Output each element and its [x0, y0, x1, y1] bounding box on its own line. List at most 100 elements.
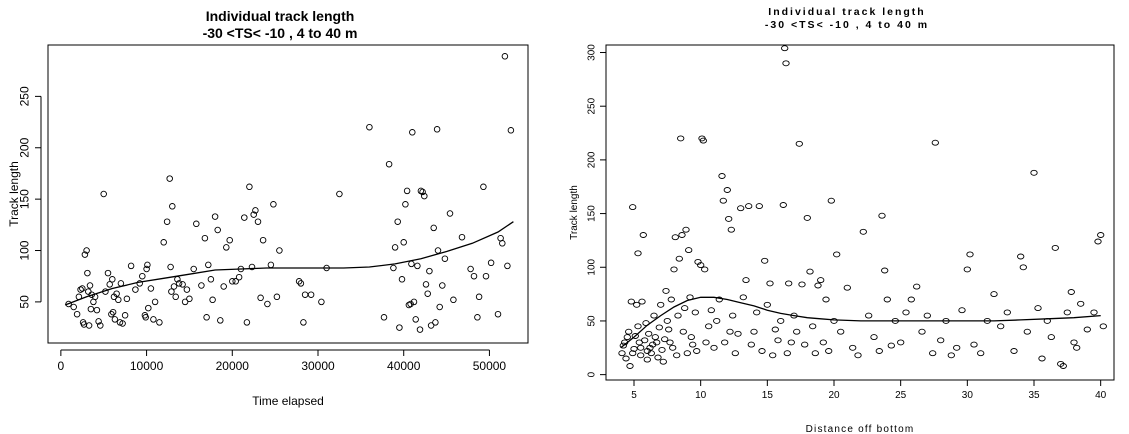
- scatter-point: [721, 339, 729, 346]
- scatter-point: [662, 287, 670, 294]
- tick-layer: 5 10 15 20 25 30 35 40 0 50 100 150 200 250 300: [587, 44, 1107, 401]
- scatter-point: [679, 328, 687, 335]
- scatter-point: [254, 218, 262, 225]
- x-tick-label: 30: [962, 390, 974, 401]
- scatter-point: [77, 286, 84, 293]
- scatter-point: [854, 352, 862, 359]
- scatter-point: [781, 45, 789, 52]
- scatter-point: [276, 247, 283, 254]
- scatter-point: [151, 298, 159, 306]
- scatter-point: [654, 354, 662, 361]
- chart-right: Individual track length -30 <TS< -10 , 4…: [565, 0, 1129, 434]
- chart-title: Individual track length -30 <TS< -10 , 4…: [565, 6, 1129, 32]
- scatter-point: [809, 323, 817, 330]
- scatter-point: [819, 339, 827, 346]
- scatter-point: [175, 280, 183, 287]
- y-tick-label: 250: [587, 97, 598, 114]
- x-tick-label: 20000: [216, 359, 250, 373]
- scatter-point: [674, 312, 682, 319]
- scatter-point: [434, 247, 442, 254]
- y-tick-label: 300: [587, 44, 598, 61]
- scatter-point: [713, 317, 721, 324]
- scatter-point: [785, 280, 793, 287]
- scatter-point: [739, 294, 747, 301]
- scatter-point: [937, 337, 945, 344]
- scatter-point: [669, 344, 677, 351]
- scatter-point: [997, 323, 1005, 330]
- scatter-point: [143, 265, 150, 273]
- scatter-point: [414, 262, 421, 270]
- scatter-point: [897, 339, 905, 346]
- scatter-point: [1034, 305, 1042, 312]
- scatter-point: [631, 333, 639, 339]
- scatter-point: [793, 328, 801, 335]
- scatter-point: [144, 261, 151, 269]
- scatter-point: [753, 309, 761, 316]
- scatter-point: [390, 264, 397, 272]
- chart-title-line-1: Individual track length: [205, 8, 355, 24]
- scatter-point: [97, 322, 104, 329]
- chart-title-line-2: -30 <TS< -10 , 4 to 40 m: [202, 25, 358, 41]
- scatter-point: [109, 276, 116, 283]
- scatter-point: [201, 234, 209, 242]
- scatter-point: [670, 266, 678, 273]
- scatter-point: [707, 307, 715, 314]
- scatter-point: [391, 244, 399, 251]
- scatter-point: [235, 273, 243, 281]
- scatter-point: [398, 276, 406, 283]
- scatter-point: [947, 352, 955, 359]
- scatter-point: [682, 226, 690, 233]
- scatter-point: [318, 298, 325, 306]
- scatter-point: [205, 261, 212, 269]
- scatter-point: [273, 293, 281, 301]
- scatter-point: [685, 247, 693, 254]
- scatter-point: [1030, 169, 1038, 176]
- scatter-point: [827, 197, 835, 204]
- scatter-point: [902, 309, 910, 316]
- scatter-point: [241, 214, 248, 221]
- scatter-point: [723, 187, 731, 193]
- scatter-point: [665, 326, 673, 333]
- scatter-point: [825, 348, 833, 354]
- scatter-point: [849, 344, 857, 351]
- scatter-point: [729, 312, 737, 319]
- scatter-point: [507, 127, 515, 134]
- scatter-point: [990, 291, 998, 298]
- scatter-point: [742, 277, 750, 284]
- scatter-point: [412, 316, 419, 323]
- scatter-point: [618, 350, 626, 357]
- scatter-point: [70, 303, 77, 311]
- scatter-point: [913, 283, 921, 290]
- scatter-point: [198, 282, 205, 289]
- scatter-point: [168, 288, 175, 295]
- scatter-point: [150, 316, 157, 323]
- scatter-point: [843, 284, 851, 291]
- scatter-point: [267, 261, 275, 269]
- scatter-point: [446, 210, 454, 217]
- scatter-point: [494, 310, 502, 318]
- scatter-point: [474, 314, 481, 321]
- scatter-point: [203, 314, 210, 321]
- scatter-point: [798, 281, 806, 288]
- scatter-point: [257, 294, 264, 302]
- scatter-point: [766, 280, 774, 287]
- scatter-point: [1094, 238, 1102, 245]
- scatter-point: [190, 265, 197, 273]
- scatter-point: [774, 337, 782, 344]
- scatter-point: [167, 263, 174, 271]
- scatter-point: [501, 53, 509, 60]
- scatter-point: [85, 322, 93, 329]
- scatter-point: [658, 346, 666, 353]
- scatter-point: [715, 296, 723, 303]
- chart-left: Individual track length -30 <TS< -10 , 4…: [0, 0, 560, 434]
- scatter-point: [977, 350, 985, 357]
- y-tick-label: 200: [587, 151, 598, 168]
- point-layer: [65, 53, 515, 333]
- scatter-point: [408, 260, 415, 268]
- scatter-point: [79, 285, 86, 292]
- scatter-point: [179, 281, 186, 288]
- scatter-point: [726, 328, 734, 335]
- scatter-point: [683, 350, 691, 357]
- scatter-point: [622, 355, 630, 362]
- scatter-point: [970, 341, 978, 348]
